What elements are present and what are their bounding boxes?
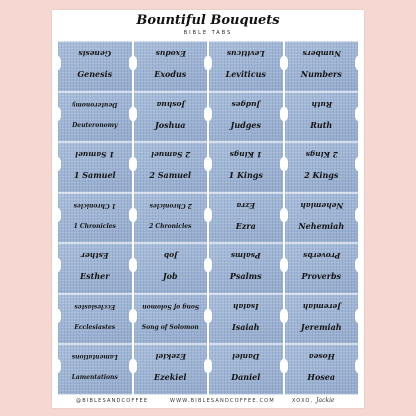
tab-label-flipped: Nehemiah [299,200,343,210]
footer-signature: Jackie [316,397,335,404]
tab-daniel: Daniel Daniel [209,344,283,395]
tab-label-flipped: 2 Samuel [150,150,190,160]
tab-label-flipped: Job [163,251,178,261]
tab-label-flipped: Ruth [310,99,332,109]
tab-label: Exodus [154,69,187,79]
tab-label: Job [162,271,178,282]
tab-label: Jeremiah [300,321,342,332]
tab-label: Ecclesiastes [74,323,116,331]
tab-label-flipped: Ezekiel [155,352,186,362]
tab-label: Genesis [77,69,113,79]
tab-ezra: Ezra Ezra [209,192,283,244]
tab-label-flipped: Numbers [302,49,341,58]
tab-1-samuel: 1 Samuel 1 Samuel [58,142,132,193]
tab-grid: Genesis Genesis Exodus Exodus Leviticus … [58,41,358,395]
tab-label: Proverbs [301,271,342,282]
sheet-title: Bountiful Bouquets [136,13,280,28]
tab-ecclesiastes: Ecclesiastes Ecclesiastes [58,293,132,345]
tab-label: Leviticus [225,69,266,79]
footer-handle: @BIBLESANDCOFFEE [76,398,149,404]
tab-hosea: Hosea Hosea [284,344,358,395]
sticker-sheet: Bountiful Bouquets BIBLE TABS Genesis Ge… [52,10,364,408]
tab-label: Hosea [307,372,336,383]
tab-2-chronicles: 2 Chronicles 2 Chronicles [133,192,207,244]
tab-label-flipped: Ecclesiastes [74,302,116,310]
tab-label-flipped: 1 Chronicles [73,201,116,209]
tab-label-flipped: Hosea [308,352,335,362]
tab-numbers: Numbers Numbers [284,41,358,92]
tab-label-flipped: Jeremiah [302,301,341,311]
tab-label: 1 Kings [228,170,263,181]
tab-2-kings: 2 Kings 2 Kings [284,142,358,193]
tab-label: 1 Samuel [73,170,116,181]
tab-label: Ezra [235,220,256,231]
tab-label-flipped: Song of Solomon [141,302,199,310]
tab-joshua: Joshua Joshua [133,91,207,143]
tab-label: Song of Solomon [141,323,199,331]
tab-label: Daniel [231,372,261,383]
tab-label-flipped: Lamentations [71,353,118,361]
tab-esther: Esther Esther [58,243,132,294]
tab-label-flipped: Psalms [230,251,261,261]
tab-label: 2 Samuel [149,170,192,181]
tab-label: 2 Kings [304,170,339,181]
tab-1-kings: 1 Kings 1 Kings [209,142,283,193]
tab-jeremiah: Jeremiah Jeremiah [284,293,358,345]
tab-label-flipped: Esther [80,251,109,261]
tab-label-flipped: 1 Samuel [75,150,115,160]
tab-label: Psalms [229,271,262,282]
tab-label: Nehemiah [298,220,345,231]
tab-exodus: Exodus Exodus [133,41,207,92]
tab-label: Ruth [310,119,333,130]
tab-label-flipped: 2 Chronicles [149,201,192,209]
tab-label: Ezekiel [154,372,187,383]
tab-label: Esther [80,271,110,282]
tab-label-flipped: 2 Kings [305,150,338,160]
tab-label-flipped: Proverbs [302,251,340,261]
tab-leviticus: Leviticus Leviticus [209,41,283,92]
tab-judges: Judges Judges [209,91,283,143]
tab-genesis: Genesis Genesis [58,41,132,92]
footer-signoff-group: XOXO, Jackie [292,396,335,406]
tab-label: Joshua [155,119,186,130]
tab-job: Job Job [133,243,207,294]
tab-label: Isaiah [232,321,260,332]
footer-website: WWW.BIBLESANDCOFFEE.COM [170,398,275,404]
footer-signoff: XOXO, [292,398,314,404]
tab-song-of-solomon: Song of Solomon Song of Solomon [133,293,207,345]
tab-label: Deuteronomy [72,121,118,129]
tab-label: Numbers [300,69,342,79]
tab-nehemiah: Nehemiah Nehemiah [284,192,358,244]
tab-1-chronicles: 1 Chronicles 1 Chronicles [58,192,132,244]
tab-label-flipped: Deuteronomy [72,100,118,108]
tab-psalms: Psalms Psalms [209,243,283,294]
tab-proverbs: Proverbs Proverbs [284,243,358,294]
tab-2-samuel: 2 Samuel 2 Samuel [133,142,207,193]
tab-label-flipped: Exodus [155,49,186,58]
tab-label: 2 Chronicles [149,222,192,230]
sheet-subtitle: BIBLE TABS [183,30,233,36]
tab-label: Judges [230,119,261,130]
tab-label-flipped: Isaiah [232,301,259,311]
tab-label-flipped: Leviticus [226,49,265,58]
tab-lamentations: Lamentations Lamentations [58,344,132,395]
tab-label-flipped: Daniel [232,352,260,362]
tab-label-flipped: 1 Kings [229,150,262,160]
tab-label-flipped: Joshua [155,99,185,109]
tab-isaiah: Isaiah Isaiah [209,293,283,345]
tab-label-flipped: Ezra [236,200,256,210]
tab-label-flipped: Judges [231,99,260,109]
tab-label-flipped: Genesis [78,49,112,58]
tab-label: 1 Chronicles [73,222,116,230]
tab-label: Lamentations [71,374,118,382]
sheet-footer: @BIBLESANDCOFFEE WWW.BIBLESANDCOFFEE.COM… [52,396,364,406]
tab-ezekiel: Ezekiel Ezekiel [133,344,207,395]
tab-deuteronomy: Deuteronomy Deuteronomy [58,91,132,143]
tab-ruth: Ruth Ruth [284,91,358,143]
